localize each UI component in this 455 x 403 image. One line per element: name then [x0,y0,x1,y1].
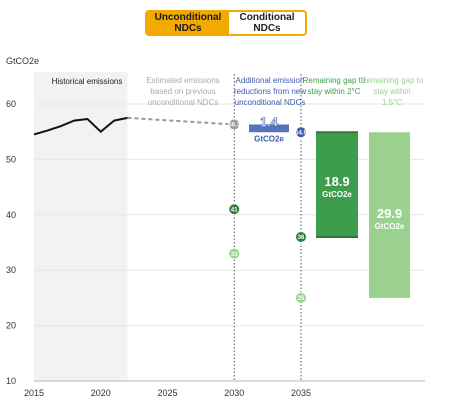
marker-label: 25 [298,296,305,302]
gap-2c-label: Remaining gap to stay within 2°C [303,76,366,96]
marker-gap_15c [295,291,307,304]
historical-shading [34,72,128,381]
gap-15c-label: Remaining gap to stay within 1.5°C [361,76,424,107]
reduction-bar [249,124,289,133]
x-tick-label: 2025 [157,388,177,398]
historical-emissions-line [33,116,128,136]
reduction-unit: GtCO2e [254,134,284,143]
marker-reduction [295,126,307,139]
y-tick-label: 60 [6,99,16,109]
estimated-emissions-label: Estimated emissions based on previous unco… [146,76,219,107]
reduction-value: 1.4 [260,114,279,129]
marker-label: 36 [298,235,305,241]
gap-2c-value: 18.9 [324,174,349,189]
historical-emissions-label: Historical emissions [52,77,123,86]
gap-15c-bar [369,132,410,298]
marker-gap_2c [295,230,307,243]
y-tick-label: 10 [6,376,16,386]
gap-2c-unit: GtCO2e [322,190,352,199]
gap-2c-bar [316,132,358,237]
marker-gap_15c [228,247,241,260]
x-tick-label: 2015 [24,388,44,398]
gap-15c-value: 29.9 [377,206,402,221]
estimated-emissions-line [127,116,235,126]
y-axis-unit-label: GtCO2e [6,56,40,66]
marker-label: 56.3 [228,123,240,129]
y-tick-label: 40 [6,210,16,220]
y-tick-label: 20 [6,321,16,331]
marker-label: 41 [231,207,238,213]
reduction-label: Additional emission reductions from new un… [234,76,306,107]
y-tick-label: 30 [6,265,16,275]
gap-15c-unit: GtCO2e [375,222,405,231]
marker-label: 54.9 [295,130,307,136]
y-tick-label: 50 [6,154,16,164]
ndc-toggle: Unconditional NDCs Conditional NDCs [145,10,307,36]
x-tick-label: 2020 [91,388,111,398]
marker-estimated [228,118,241,131]
x-tick-label: 2035 [291,388,311,398]
conditional-ndcs-button[interactable]: Conditional NDCs [229,12,305,34]
unconditional-ndcs-button[interactable]: Unconditional NDCs [147,12,229,34]
marker-gap_2c [228,203,241,216]
x-tick-label: 2030 [224,388,244,398]
marker-label: 33 [231,252,238,258]
